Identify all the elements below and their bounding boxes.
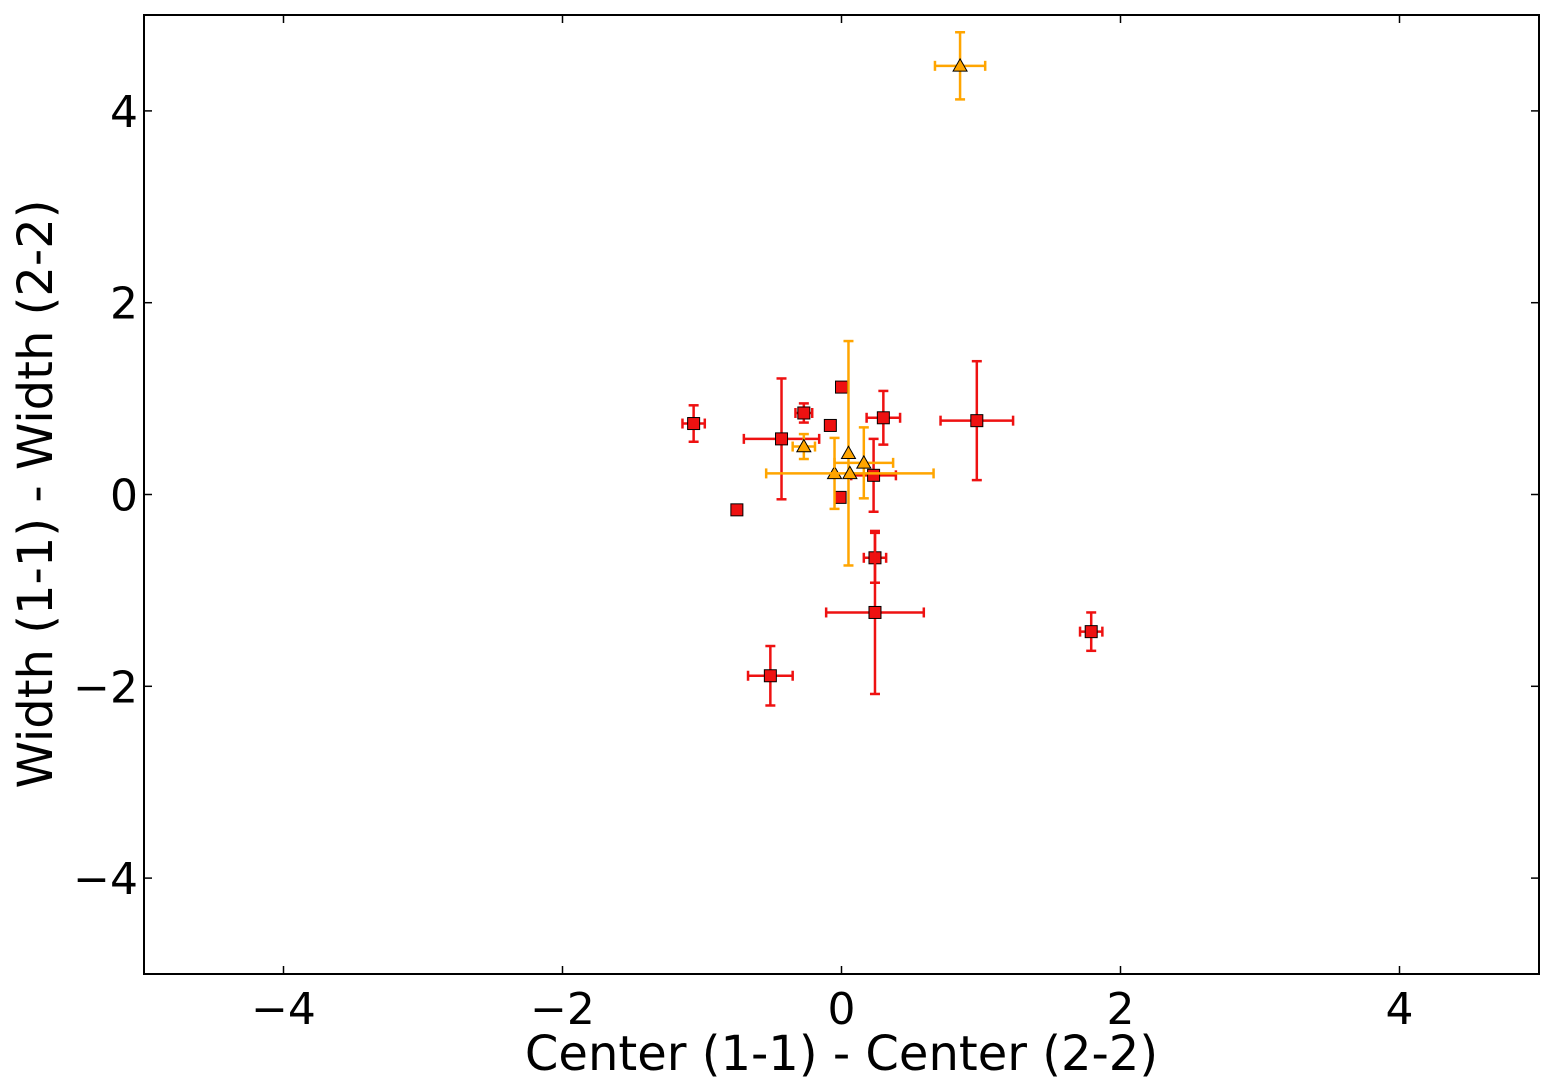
- series-2: [764, 31, 987, 567]
- data-point-triangle: [840, 445, 857, 460]
- data-point-square: [763, 669, 777, 683]
- data-point-square: [730, 503, 744, 517]
- data-point-square: [970, 414, 984, 428]
- data-point-square: [867, 468, 881, 482]
- data-point-square: [833, 490, 847, 504]
- axis-ticks: −4 −2 0 2 4 −4 −2 0 2 4: [73, 15, 1539, 1035]
- data-point-square: [823, 418, 837, 432]
- data-point-square: [868, 605, 882, 619]
- data-point-square: [835, 380, 848, 394]
- y-tick-label: 0: [110, 471, 138, 522]
- data-point-triangle: [842, 465, 858, 480]
- series-1: [681, 359, 1104, 707]
- data-point-triangle: [952, 57, 968, 72]
- y-tick-label: 4: [110, 87, 138, 138]
- data-point-square: [876, 411, 890, 425]
- chart-marks: [681, 31, 1104, 707]
- x-tick-label: 0: [828, 984, 856, 1035]
- x-tick-label: −2: [530, 984, 595, 1035]
- y-tick-label: −4: [73, 854, 138, 905]
- data-point-square: [775, 432, 789, 446]
- y-tick-label: −2: [73, 662, 138, 713]
- data-point-square: [1084, 625, 1098, 639]
- data-point-triangle: [855, 454, 872, 469]
- y-axis-label: Width (1-1) - Width (2-2): [8, 200, 64, 789]
- y-tick-label: 2: [110, 279, 138, 330]
- x-tick-label: 4: [1386, 984, 1414, 1035]
- x-axis-label: Center (1-1) - Center (2-2): [525, 1026, 1158, 1082]
- x-tick-label: 2: [1107, 984, 1135, 1035]
- data-point-square: [687, 417, 701, 431]
- data-point-triangle: [795, 438, 812, 453]
- data-point-square: [797, 406, 811, 420]
- x-tick-label: −4: [251, 984, 316, 1035]
